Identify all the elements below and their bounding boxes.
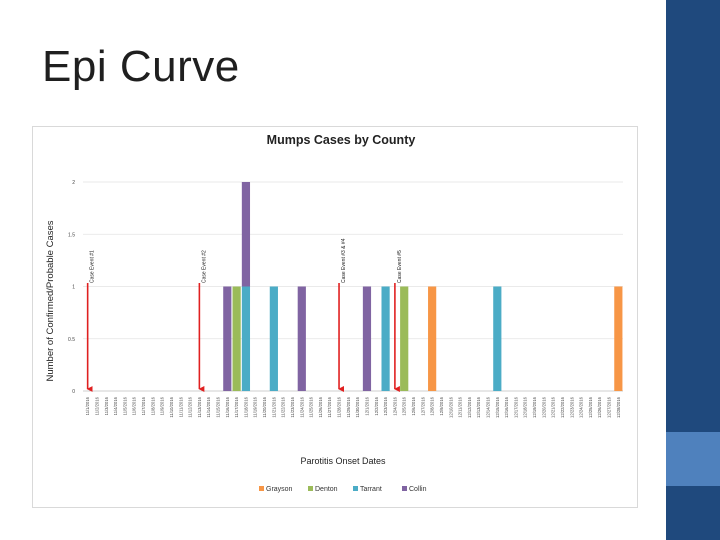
- x-tick-label: 12/9/2016: [439, 396, 444, 415]
- x-tick-label: 11/28/2016: [337, 396, 342, 417]
- x-tick-label: 11/14/2016: [206, 396, 211, 417]
- x-tick-label: 11/6/2016: [132, 396, 137, 415]
- x-tick-label: 12/12/2016: [467, 396, 472, 418]
- epi-curve-chart: Mumps Cases by County 0 0.5 1 1.5 2 11/1/201…: [45, 133, 623, 493]
- x-tick-label: 12/14/2016: [486, 396, 491, 418]
- x-tick-label: 11/29/2016: [346, 396, 351, 417]
- bar-denton: [232, 286, 241, 391]
- bar-tarrant: [269, 286, 278, 391]
- x-tick-label: 11/3/2016: [104, 396, 109, 415]
- y-axis-label: Number of Confirmed/Probable Cases: [45, 220, 56, 381]
- legend-label-tarrant: Tarrant: [360, 486, 382, 493]
- x-tick-label: 11/12/2016: [188, 396, 193, 417]
- legend-swatch-tarrant: [353, 486, 358, 491]
- x-tick-label: 11/13/2016: [197, 396, 202, 417]
- x-tick-label: 12/11/2016: [458, 396, 463, 417]
- x-tick-label: 12/26/2016: [597, 396, 602, 418]
- x-tick-label: 11/5/2016: [122, 396, 127, 415]
- chart-frame: Mumps Cases by County 0 0.5 1 1.5 2 11/1/201…: [32, 126, 638, 508]
- x-tick-label: 12/4/2016: [392, 396, 397, 415]
- legend-swatch-grayson: [259, 486, 264, 491]
- x-tick-label: 12/1/2016: [364, 396, 369, 415]
- x-tick-label: 11/18/2016: [243, 396, 248, 417]
- x-tick-label: 11/11/2016: [178, 396, 183, 417]
- bar-denton: [400, 286, 409, 391]
- x-tick-label: 12/21/2016: [551, 396, 556, 418]
- x-tick-label: 12/8/2016: [430, 396, 435, 415]
- bar-collin: [241, 182, 251, 287]
- x-tick-label: 12/10/2016: [448, 396, 453, 418]
- x-tick-label: 11/24/2016: [299, 396, 304, 417]
- bar-collin: [223, 286, 232, 391]
- x-tick-label: 11/17/2016: [234, 396, 239, 417]
- x-tick-label: 11/1/2016: [85, 396, 90, 415]
- bar-tarrant: [381, 286, 390, 391]
- x-tick-label: 11/8/2016: [150, 396, 155, 415]
- legend-swatch-collin: [402, 486, 407, 491]
- x-tick-label: 12/28/2016: [616, 396, 621, 418]
- x-tick-label: 11/25/2016: [309, 396, 314, 417]
- x-tick-label: 12/3/2016: [383, 396, 388, 415]
- x-tick-label: 12/15/2016: [495, 396, 500, 418]
- x-tick-label: 12/6/2016: [411, 396, 416, 415]
- x-tick-label: 11/22/2016: [281, 396, 286, 417]
- x-tick-label: 11/21/2016: [271, 396, 276, 417]
- x-tick-label: 11/23/2016: [290, 396, 295, 417]
- annotation-label: Case Event #3 & #4: [341, 238, 347, 283]
- x-tick-label: 12/18/2016: [523, 396, 528, 418]
- x-tick-label: 12/16/2016: [504, 396, 509, 418]
- x-tick-label: 12/13/2016: [476, 396, 481, 418]
- x-tick-label: 12/24/2016: [579, 396, 584, 418]
- legend-label-denton: Denton: [315, 486, 338, 493]
- x-tick-label: 11/4/2016: [113, 396, 118, 415]
- bar-collin: [362, 286, 372, 391]
- bar-grayson: [614, 286, 623, 391]
- legend-label-collin: Collin: [409, 486, 427, 493]
- x-tick-label: 11/26/2016: [318, 396, 323, 417]
- x-tick-label: 11/27/2016: [327, 396, 332, 417]
- y-tick-label: 1.5: [68, 232, 75, 238]
- x-tick-label: 11/7/2016: [141, 396, 146, 415]
- x-tick-label: 11/19/2016: [253, 396, 258, 417]
- legend: Grayson Denton Tarrant Collin: [259, 486, 427, 493]
- x-tick-label: 12/5/2016: [402, 396, 407, 415]
- x-tick-label: 11/2/2016: [94, 396, 99, 415]
- x-tick-label: 12/22/2016: [560, 396, 565, 418]
- y-tick-label: 2: [72, 180, 75, 186]
- x-tick-label: 12/7/2016: [420, 396, 425, 415]
- chart-title: Mumps Cases by County: [267, 133, 416, 147]
- legend-label-grayson: Grayson: [266, 486, 293, 493]
- x-tick-label: 12/20/2016: [541, 396, 546, 418]
- x-tick-label: 12/25/2016: [588, 396, 593, 418]
- bar-grayson: [428, 286, 437, 391]
- x-tick-label: 12/17/2016: [513, 396, 518, 418]
- x-tick-label: 11/10/2016: [169, 396, 174, 417]
- annotation-label: Case Event #2: [201, 250, 207, 283]
- bar-collin: [297, 286, 306, 391]
- y-tick-label: 0.5: [68, 337, 75, 343]
- x-tick-label: 12/2/2016: [374, 396, 379, 415]
- x-tick-label: 12/27/2016: [607, 396, 612, 418]
- annotation-label: Case Event #1: [90, 250, 96, 283]
- x-tick-label: 12/23/2016: [569, 396, 574, 418]
- x-tick-label: 11/9/2016: [160, 396, 165, 415]
- annotation-label: Case Event #5: [397, 250, 403, 283]
- bar-tarrant: [241, 286, 251, 391]
- x-axis-label: Parotitis Onset Dates: [300, 456, 386, 466]
- x-tick-label: 11/30/2016: [355, 396, 360, 417]
- x-tick-label: 11/16/2016: [225, 396, 230, 417]
- slide-title: Epi Curve: [42, 42, 240, 91]
- x-tick-label: 12/19/2016: [532, 396, 537, 418]
- sidebar-accent-block: [666, 432, 720, 486]
- x-tick-label: 11/20/2016: [262, 396, 267, 417]
- x-tick-label: 11/15/2016: [216, 396, 221, 417]
- legend-swatch-denton: [308, 486, 313, 491]
- y-tick-label: 1: [72, 285, 75, 291]
- bar-tarrant: [493, 286, 502, 391]
- y-tick-label: 0: [72, 389, 75, 395]
